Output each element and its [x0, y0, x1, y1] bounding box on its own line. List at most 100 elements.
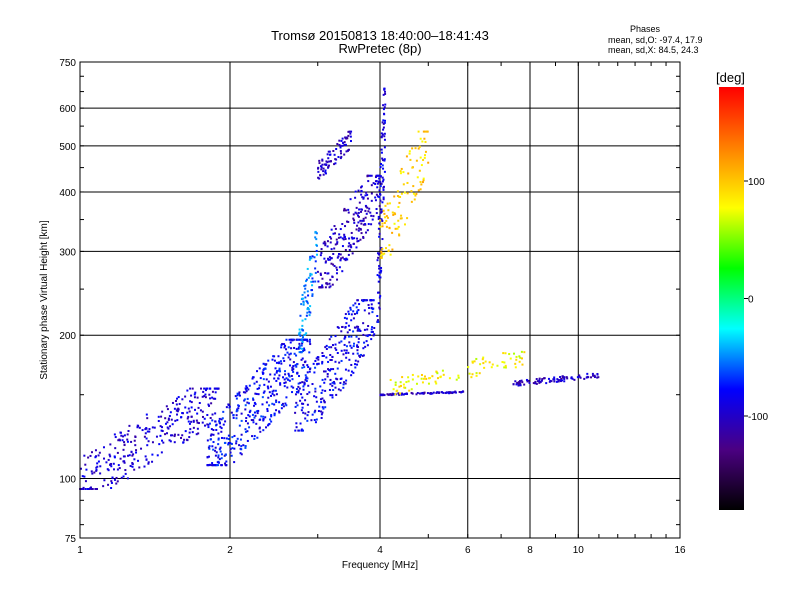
echo-point — [236, 408, 239, 411]
echo-point — [329, 236, 332, 239]
echo-point — [120, 476, 123, 479]
echo-point — [308, 368, 311, 371]
echo-point — [314, 236, 317, 239]
echo-point — [208, 422, 211, 425]
echo-point — [370, 214, 373, 217]
echo-point — [329, 354, 332, 357]
echo-point — [319, 410, 322, 413]
echo-point — [357, 309, 360, 312]
echo-point — [381, 222, 384, 225]
echo-point — [305, 278, 308, 281]
echo-point — [304, 338, 307, 341]
echo-point — [205, 387, 208, 390]
echo-point — [383, 394, 386, 397]
echo-point — [180, 436, 183, 439]
chart-title: Tromsø 20150813 18:40:00–18:41:43 — [271, 28, 489, 43]
echo-point — [229, 451, 232, 454]
echo-point — [324, 169, 327, 172]
echo-point — [345, 352, 348, 355]
echo-point — [346, 331, 349, 334]
echo-point — [339, 228, 342, 231]
echo-point — [381, 247, 384, 250]
echo-point — [419, 156, 422, 159]
echo-point — [286, 386, 289, 389]
echo-point — [319, 385, 322, 388]
echo-point — [213, 387, 216, 390]
echo-point — [352, 310, 355, 313]
echo-point — [303, 361, 306, 364]
echo-point — [343, 143, 346, 146]
echo-point — [302, 385, 305, 388]
echo-point — [389, 393, 392, 396]
echo-point — [326, 283, 329, 286]
echo-point — [364, 194, 367, 197]
echo-point — [315, 238, 318, 241]
echo-point — [122, 435, 125, 438]
echo-point — [365, 340, 368, 343]
echo-point — [344, 325, 347, 328]
echo-point — [224, 420, 227, 423]
echo-point — [416, 176, 419, 179]
echo-point — [415, 382, 418, 385]
echo-point — [317, 176, 320, 179]
echo-point — [534, 382, 537, 385]
echo-point — [300, 358, 303, 361]
echo-point — [378, 252, 381, 255]
echo-point — [117, 464, 120, 467]
echo-point — [110, 480, 113, 483]
echo-point — [285, 404, 288, 407]
echo-point — [311, 413, 314, 416]
echo-point — [278, 367, 281, 370]
echo-point — [280, 346, 283, 349]
echo-point — [334, 335, 337, 338]
echo-point — [586, 375, 589, 378]
echo-point — [324, 346, 327, 349]
echo-point — [113, 456, 116, 459]
echo-point — [227, 403, 230, 406]
echo-point — [398, 385, 401, 388]
echo-point — [418, 145, 421, 148]
echo-point — [328, 286, 331, 289]
echo-point — [343, 209, 346, 212]
echo-point — [210, 402, 213, 405]
echo-point — [312, 362, 315, 365]
echo-point — [520, 379, 523, 382]
y-axis-label: Stationary phase Virtual Height [km] — [39, 220, 50, 380]
echo-point — [270, 414, 273, 417]
echo-point — [145, 458, 148, 461]
echo-point — [271, 402, 274, 405]
echo-point — [284, 381, 287, 384]
echo-point — [357, 341, 360, 344]
echo-point — [339, 150, 342, 153]
echo-point — [257, 409, 260, 412]
echo-point — [207, 446, 210, 449]
echo-point — [166, 421, 169, 424]
echo-point — [378, 196, 381, 199]
echo-point — [110, 481, 113, 484]
echo-point — [253, 404, 256, 407]
echo-point — [388, 244, 391, 247]
echo-point — [514, 362, 517, 365]
echo-point — [277, 377, 280, 380]
echo-point — [328, 160, 331, 163]
echo-point — [194, 408, 197, 411]
echo-point — [299, 399, 302, 402]
echo-point — [222, 410, 225, 413]
echo-point — [454, 390, 457, 393]
echo-point — [318, 177, 321, 180]
echo-point — [357, 239, 360, 242]
echo-point — [306, 302, 309, 305]
echo-point — [230, 442, 233, 445]
echo-point — [330, 368, 333, 371]
echo-point — [356, 224, 359, 227]
echo-point — [175, 403, 178, 406]
echo-point — [267, 359, 270, 362]
echo-point — [130, 440, 133, 443]
echo-point — [376, 274, 379, 277]
echo-point — [592, 374, 595, 377]
echo-point — [94, 488, 97, 491]
echo-point — [403, 191, 406, 194]
echo-point — [291, 369, 294, 372]
echo-point — [371, 311, 374, 314]
echo-point — [215, 464, 218, 467]
